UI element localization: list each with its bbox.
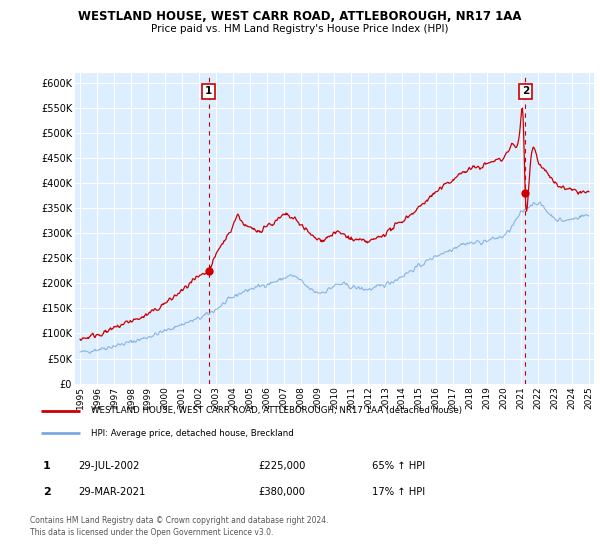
Text: 2: 2 (43, 487, 50, 497)
Text: WESTLAND HOUSE, WEST CARR ROAD, ATTLEBOROUGH, NR17 1AA: WESTLAND HOUSE, WEST CARR ROAD, ATTLEBOR… (78, 10, 522, 23)
Text: £225,000: £225,000 (258, 461, 305, 471)
Text: Contains HM Land Registry data © Crown copyright and database right 2024.: Contains HM Land Registry data © Crown c… (30, 516, 329, 525)
Text: 2: 2 (521, 86, 529, 96)
Text: 1: 1 (205, 86, 212, 96)
Text: 29-MAR-2021: 29-MAR-2021 (78, 487, 145, 497)
Text: Price paid vs. HM Land Registry's House Price Index (HPI): Price paid vs. HM Land Registry's House … (151, 24, 449, 34)
Text: HPI: Average price, detached house, Breckland: HPI: Average price, detached house, Brec… (91, 429, 294, 438)
Text: This data is licensed under the Open Government Licence v3.0.: This data is licensed under the Open Gov… (30, 528, 274, 537)
Text: 65% ↑ HPI: 65% ↑ HPI (372, 461, 425, 471)
Text: 29-JUL-2002: 29-JUL-2002 (78, 461, 139, 471)
Text: £380,000: £380,000 (258, 487, 305, 497)
Text: 1: 1 (43, 461, 50, 471)
Text: WESTLAND HOUSE, WEST CARR ROAD, ATTLEBOROUGH, NR17 1AA (detached house): WESTLAND HOUSE, WEST CARR ROAD, ATTLEBOR… (91, 407, 463, 416)
Text: 17% ↑ HPI: 17% ↑ HPI (372, 487, 425, 497)
